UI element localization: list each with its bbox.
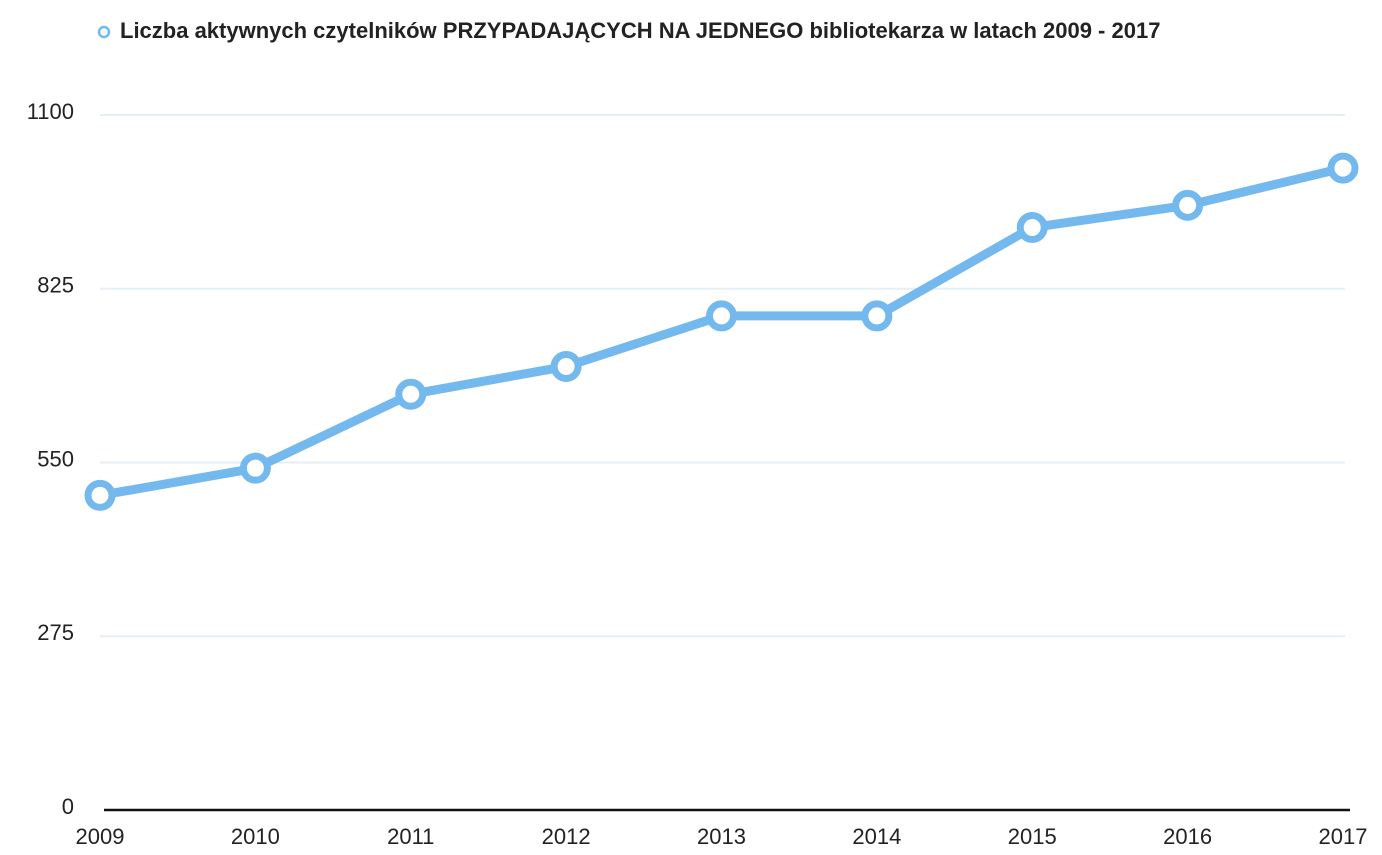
point (861, 300, 893, 332)
x-tick-label: 2015 (1008, 824, 1057, 849)
line (99, 163, 1345, 500)
y-tick-label: 825 (37, 273, 74, 298)
point (239, 452, 271, 484)
point (395, 378, 427, 410)
x-tick-label: 2014 (852, 824, 901, 849)
x-tick-label: 2010 (231, 824, 280, 849)
x-tick-label: 2011 (387, 824, 434, 849)
legend-icon (97, 25, 111, 39)
point (1327, 152, 1359, 184)
y-tick-label: 550 (37, 446, 74, 471)
x-tick-label: 2009 (76, 824, 125, 849)
x-tick-label: 2012 (542, 824, 591, 849)
point (550, 350, 582, 382)
y-tick-label: 275 (37, 620, 74, 645)
point (84, 479, 116, 511)
y-tick-label: 1100 (27, 99, 74, 124)
point (706, 300, 737, 332)
x-tick-label: 2017 (1319, 824, 1368, 849)
legend-label: Liczba aktywnych czytelników PRZYPADAJĄC… (120, 18, 1160, 43)
x-tick-label: 2013 (697, 824, 746, 849)
x-tick-label: 2016 (1163, 824, 1212, 849)
point (1172, 189, 1204, 221)
point (1016, 211, 1048, 243)
y-tick-label: 0 (62, 794, 74, 819)
